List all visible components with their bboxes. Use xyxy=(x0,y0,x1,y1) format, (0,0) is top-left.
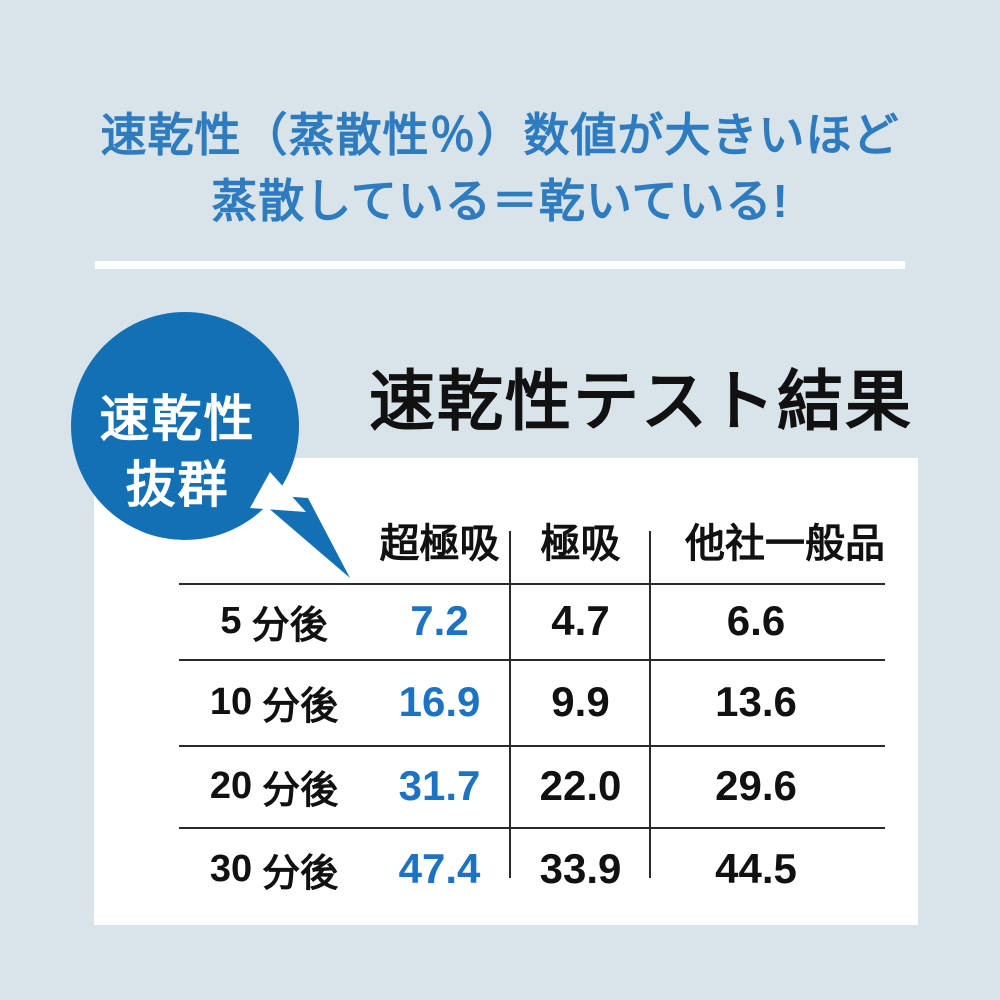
section-title: 速乾性テスト結果 xyxy=(369,362,913,440)
table-vline xyxy=(649,531,651,878)
value-cell: 22.0 xyxy=(539,762,622,809)
row-label-10min: 10 分後 xyxy=(209,680,339,728)
value-cell: 29.6 xyxy=(715,762,797,809)
speech-bubble-label: 速乾性 抜群 xyxy=(60,386,295,518)
value-cell: 47.4 xyxy=(398,845,481,892)
value-cell: 13.6 xyxy=(715,678,797,725)
results-panel: 超極吸 極吸 他社一般品 5 分後 7.2 4.7 6.6 10 分後 16.9 9… xyxy=(94,458,918,925)
table-hline xyxy=(179,659,885,661)
bubble-tail xyxy=(252,494,350,578)
row-label-30min: 30 分後 xyxy=(209,847,339,895)
bubble-circle xyxy=(71,312,299,540)
value-cell: 16.9 xyxy=(398,678,481,725)
table-grid: 超極吸 極吸 他社一般品 5 分後 7.2 4.7 6.6 10 分後 16.9 9… xyxy=(179,458,885,925)
divider-bar xyxy=(95,261,905,269)
value-cell: 6.6 xyxy=(726,597,786,644)
heading-line-1: 速乾性（蒸散性％）数値が大きいほど xyxy=(100,109,900,161)
value-cell: 9.9 xyxy=(551,678,610,725)
bubble-line-2: 抜群 xyxy=(125,457,230,513)
bubble-tail-notch xyxy=(250,472,306,512)
value-cell: 44.5 xyxy=(715,845,797,892)
table-hline xyxy=(179,745,885,747)
value-cell: 31.7 xyxy=(398,762,481,809)
speech-bubble-icon xyxy=(71,312,350,578)
main-heading: 速乾性（蒸散性％）数値が大きいほど 蒸散している＝乾いている! xyxy=(0,102,1000,234)
row-label-5min: 5 分後 xyxy=(220,599,328,647)
value-cell: 33.9 xyxy=(539,845,622,892)
bubble-line-1: 速乾性 xyxy=(99,391,256,447)
value-cell: 4.7 xyxy=(551,597,610,644)
table-hline xyxy=(179,827,885,829)
column-header-gokyu: 極吸 xyxy=(540,522,621,566)
table-hline xyxy=(179,583,885,585)
table-vline xyxy=(509,531,511,878)
column-header-cho-gokyu: 超極吸 xyxy=(379,522,500,566)
value-cell: 7.2 xyxy=(410,597,469,644)
column-header-other-brand: 他社一般品 xyxy=(685,522,885,566)
results-table: 超極吸 極吸 他社一般品 5 分後 7.2 4.7 6.6 10 分後 16.9 9… xyxy=(179,458,885,925)
heading-line-2: 蒸散している＝乾いている! xyxy=(211,175,789,227)
row-label-20min: 20 分後 xyxy=(209,764,339,812)
